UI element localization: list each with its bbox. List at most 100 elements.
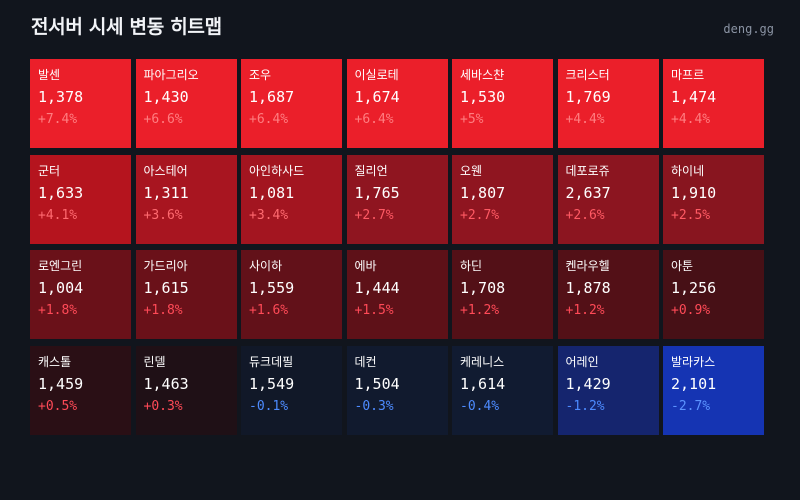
server-name: 데포로쥬 [565, 163, 610, 178]
server-tile[interactable]: 조우 1,687 +6.4% [241, 59, 342, 148]
server-price: 1,910 [671, 183, 717, 202]
server-tile[interactable]: 아스테어 1,311 +3.6% [135, 154, 237, 244]
price-change: +1.2% [460, 303, 500, 318]
server-price: 1,459 [38, 374, 84, 393]
server-price: 1,311 [143, 183, 189, 202]
server-price: 1,463 [143, 374, 189, 393]
server-name: 마프르 [671, 68, 705, 82]
server-price: 1,004 [38, 279, 84, 297]
server-tile[interactable]: 사이하 1,559 +1.6% [241, 250, 342, 339]
server-name: 세바스챤 [460, 68, 505, 82]
server-tile[interactable]: 어레인 1,429 -1.2% [557, 345, 659, 435]
server-name: 질리언 [354, 163, 388, 178]
server-price: 1,549 [249, 374, 295, 393]
server-tile[interactable]: 데포로쥬 2,637 +2.6% [557, 154, 659, 244]
price-change: +6.4% [354, 112, 394, 127]
price-change: +2.5% [671, 207, 711, 223]
server-price: 1,256 [671, 279, 717, 297]
price-change: +3.6% [143, 207, 183, 223]
heatmap-grid: 발센 1,378 +7.4% 파아그리오 1,430 +6.6% 조우 1,687 +6.4% 이… [30, 59, 770, 440]
server-tile[interactable]: 아툰 1,256 +0.9% [663, 250, 764, 339]
price-change: +0.5% [38, 398, 78, 414]
server-name: 오웬 [460, 163, 483, 178]
price-change: +1.6% [249, 303, 289, 318]
price-change: +1.2% [565, 303, 605, 318]
price-change: +2.7% [460, 207, 500, 223]
price-change: -2.7% [671, 398, 711, 414]
site-label: deng.gg [723, 22, 774, 36]
server-tile[interactable]: 마프르 1,474 +4.4% [663, 59, 764, 148]
server-name: 린델 [143, 354, 166, 369]
price-change: +7.4% [38, 112, 78, 127]
price-change: +1.8% [38, 303, 78, 318]
server-price: 1,633 [38, 183, 84, 202]
server-tile[interactable]: 크리스터 1,769 +4.4% [557, 59, 659, 148]
server-tile[interactable]: 듀크데필 1,549 -0.1% [241, 345, 342, 435]
price-change: -1.2% [565, 398, 605, 414]
server-price: 1,878 [565, 279, 611, 297]
server-price: 1,429 [565, 374, 611, 393]
server-tile[interactable]: 발라카스 2,101 -2.7% [663, 345, 764, 435]
server-tile[interactable]: 오웬 1,807 +2.7% [452, 154, 553, 244]
server-tile[interactable]: 가드리아 1,615 +1.8% [135, 250, 237, 339]
price-change: -0.3% [354, 398, 394, 414]
server-price: 1,378 [38, 88, 84, 106]
server-tile[interactable]: 발센 1,378 +7.4% [30, 59, 131, 148]
server-tile[interactable]: 켄라우헬 1,878 +1.2% [557, 250, 659, 339]
server-name: 아툰 [671, 259, 694, 273]
server-name: 듀크데필 [249, 354, 294, 369]
server-tile[interactable]: 린델 1,463 +0.3% [135, 345, 237, 435]
price-change: +5% [460, 112, 484, 127]
server-price: 1,769 [565, 88, 611, 106]
server-tile[interactable]: 질리언 1,765 +2.7% [346, 154, 448, 244]
server-name: 군터 [38, 163, 61, 178]
server-price: 1,674 [354, 88, 400, 106]
server-price: 1,559 [249, 279, 295, 297]
server-name: 어레인 [565, 354, 599, 369]
server-price: 1,807 [460, 183, 506, 202]
server-name: 가드리아 [143, 259, 188, 273]
server-price: 1,615 [143, 279, 189, 297]
server-name: 사이하 [249, 259, 283, 273]
price-change: +1.8% [143, 303, 183, 318]
server-name: 하이네 [671, 163, 705, 178]
server-name: 크리스터 [565, 68, 610, 82]
server-tile[interactable]: 아인하사드 1,081 +3.4% [241, 154, 342, 244]
page-title: 전서버 시세 변동 히트맵 [31, 16, 222, 38]
price-change: +4.4% [565, 112, 605, 127]
server-name: 캐스톨 [38, 354, 72, 369]
server-tile[interactable]: 하이네 1,910 +2.5% [663, 154, 764, 244]
server-tile[interactable]: 데컨 1,504 -0.3% [346, 345, 448, 435]
price-change: +2.7% [354, 207, 394, 223]
server-tile[interactable]: 캐스톨 1,459 +0.5% [30, 345, 131, 435]
server-tile[interactable]: 이실로테 1,674 +6.4% [346, 59, 448, 148]
server-price: 1,081 [249, 183, 295, 202]
server-name: 켄라우헬 [565, 259, 610, 273]
server-name: 케레니스 [460, 354, 505, 369]
server-tile[interactable]: 세바스챤 1,530 +5% [452, 59, 553, 148]
price-change: +0.9% [671, 303, 711, 318]
server-tile[interactable]: 하딘 1,708 +1.2% [452, 250, 553, 339]
server-tile[interactable]: 군터 1,633 +4.1% [30, 154, 131, 244]
server-tile[interactable]: 에바 1,444 +1.5% [346, 250, 448, 339]
server-tile[interactable]: 로엔그린 1,004 +1.8% [30, 250, 131, 339]
server-price: 1,444 [354, 279, 400, 297]
server-price: 1,708 [460, 279, 506, 297]
server-name: 하딘 [460, 259, 483, 273]
price-change: +6.4% [249, 112, 289, 127]
server-tile[interactable]: 케레니스 1,614 -0.4% [452, 345, 553, 435]
server-price: 1,474 [671, 88, 717, 106]
server-name: 발라카스 [671, 354, 716, 369]
price-change: -0.4% [460, 398, 500, 414]
server-name: 조우 [249, 68, 272, 82]
price-change: +1.5% [354, 303, 394, 318]
server-name: 아스테어 [143, 163, 188, 178]
server-name: 로엔그린 [38, 259, 83, 273]
price-change: +4.1% [38, 207, 78, 223]
price-change: -0.1% [249, 398, 289, 414]
server-tile[interactable]: 파아그리오 1,430 +6.6% [135, 59, 237, 148]
server-price: 2,101 [671, 374, 717, 393]
price-change: +3.4% [249, 207, 289, 223]
server-name: 에바 [354, 259, 377, 273]
